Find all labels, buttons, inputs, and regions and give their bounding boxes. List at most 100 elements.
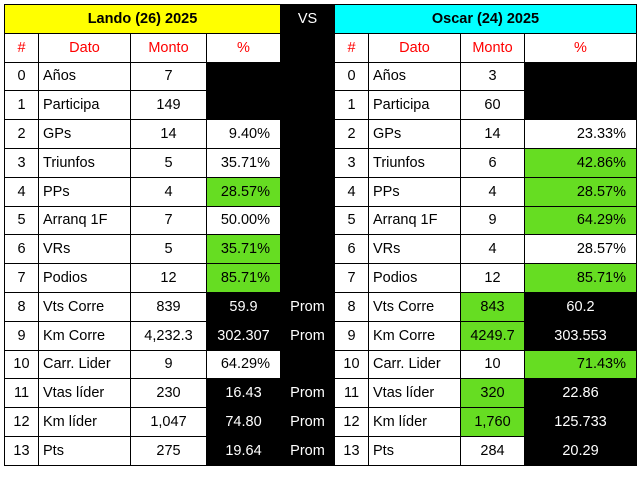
lando-monto: 5 [130, 234, 207, 265]
oscar-row-num: 5 [334, 205, 369, 236]
oscar-title: Oscar (24) 2025 [334, 4, 637, 34]
prom-label: Prom [280, 320, 335, 351]
oscar-monto: 4 [460, 234, 525, 265]
lando-row-num: 9 [4, 320, 39, 351]
lando-col-dato: Dato [38, 32, 131, 63]
oscar-dato: Años [368, 61, 461, 92]
lando-monto: 14 [130, 119, 207, 149]
lando-monto: 839 [130, 291, 207, 322]
oscar-row-num: 13 [334, 435, 369, 466]
oscar-col-monto: Monto [460, 32, 525, 63]
oscar-pct-highlight: 71.43% [524, 349, 637, 380]
oscar-row-num: 4 [334, 176, 369, 207]
oscar-pct [524, 90, 637, 121]
prom-label: Prom [280, 407, 335, 437]
table-row: 1 Participa 149 1 Participa 60 [4, 90, 637, 121]
lando-monto: 230 [130, 378, 207, 409]
oscar-pct: 28.57% [524, 234, 637, 265]
oscar-monto: 12 [460, 263, 525, 293]
oscar-prom: 20.29 [524, 435, 637, 466]
table-row: 6 VRs 5 35.71% 6 VRs 4 28.57% [4, 234, 637, 265]
mid-label [280, 176, 335, 207]
lando-prom: 16.43 [206, 378, 281, 409]
oscar-row-num: 10 [334, 349, 369, 380]
lando-dato: Carr. Lider [38, 349, 131, 380]
oscar-monto-highlight: 320 [460, 378, 525, 409]
table-row: 13 Pts 275 19.64 Prom 13 Pts 284 20.29 [4, 435, 637, 466]
oscar-row-num: 7 [334, 263, 369, 293]
lando-row-num: 10 [4, 349, 39, 380]
lando-prom: 19.64 [206, 435, 281, 466]
lando-row-num: 4 [4, 176, 39, 207]
lando-monto: 4,232.3 [130, 320, 207, 351]
oscar-monto: 10 [460, 349, 525, 380]
lando-row-num: 13 [4, 435, 39, 466]
lando-row-num: 6 [4, 234, 39, 265]
oscar-prom: 303.553 [524, 320, 637, 351]
lando-col-pct: % [206, 32, 281, 63]
lando-dato: VRs [38, 234, 131, 265]
mid-label [280, 234, 335, 265]
oscar-pct [524, 61, 637, 92]
oscar-monto: 3 [460, 61, 525, 92]
lando-monto: 12 [130, 263, 207, 293]
lando-row-num: 7 [4, 263, 39, 293]
table-row: 8 Vts Corre 839 59.9 Prom 8 Vts Corre 84… [4, 291, 637, 322]
lando-pct: 35.71% [206, 147, 281, 178]
mid-label [280, 90, 335, 121]
oscar-prom: 22.86 [524, 378, 637, 409]
oscar-dato: Km líder [368, 407, 461, 437]
oscar-dato: Podios [368, 263, 461, 293]
lando-dato: Km Corre [38, 320, 131, 351]
prom-label: Prom [280, 435, 335, 466]
oscar-col-num: # [334, 32, 369, 63]
oscar-monto: 4 [460, 176, 525, 207]
oscar-dato: Vts Corre [368, 291, 461, 322]
oscar-monto-highlight: 1,760 [460, 407, 525, 437]
oscar-row-num: 2 [334, 119, 369, 149]
oscar-monto-highlight: 4249.7 [460, 320, 525, 351]
oscar-dato: VRs [368, 234, 461, 265]
lando-dato: Podios [38, 263, 131, 293]
mid-label [280, 147, 335, 178]
oscar-monto: 14 [460, 119, 525, 149]
lando-dato: GPs [38, 119, 131, 149]
mid-label [280, 119, 335, 149]
lando-monto: 5 [130, 147, 207, 178]
lando-pct-highlight: 28.57% [206, 176, 281, 207]
lando-row-num: 0 [4, 61, 39, 92]
lando-monto: 149 [130, 90, 207, 121]
mid-label [280, 61, 335, 92]
lando-dato: Triunfos [38, 147, 131, 178]
table-row: 5 Arranq 1F 7 50.00% 5 Arranq 1F 9 64.29… [4, 205, 637, 236]
table-row: 9 Km Corre 4,232.3 302.307 Prom 9 Km Cor… [4, 320, 637, 351]
lando-row-num: 11 [4, 378, 39, 409]
lando-monto: 9 [130, 349, 207, 380]
lando-pct: 9.40% [206, 119, 281, 149]
table-row: 12 Km líder 1,047 74.80 Prom 12 Km líder… [4, 407, 637, 437]
lando-dato: Años [38, 61, 131, 92]
lando-monto: 1,047 [130, 407, 207, 437]
table-row: 10 Carr. Lider 9 64.29% 10 Carr. Lider 1… [4, 349, 637, 380]
table-row: 4 PPs 4 28.57% 4 PPs 4 28.57% [4, 176, 637, 207]
lando-dato: Vtas líder [38, 378, 131, 409]
lando-dato: Arranq 1F [38, 205, 131, 236]
lando-row-num: 12 [4, 407, 39, 437]
oscar-dato: Pts [368, 435, 461, 466]
oscar-dato: Vtas líder [368, 378, 461, 409]
oscar-monto: 284 [460, 435, 525, 466]
lando-pct [206, 90, 281, 121]
comparison-table: Lando (26) 2025 VS Oscar (24) 2025 # Dat… [4, 4, 637, 466]
oscar-pct-highlight: 85.71% [524, 263, 637, 293]
prom-label: Prom [280, 291, 335, 322]
lando-row-num: 8 [4, 291, 39, 322]
oscar-dato: Km Corre [368, 320, 461, 351]
mid-label [280, 349, 335, 380]
oscar-prom: 125.733 [524, 407, 637, 437]
lando-monto: 7 [130, 205, 207, 236]
lando-dato: Participa [38, 90, 131, 121]
oscar-monto: 9 [460, 205, 525, 236]
oscar-col-pct: % [524, 32, 637, 63]
lando-dato: Km líder [38, 407, 131, 437]
mid-col-header [280, 32, 335, 63]
